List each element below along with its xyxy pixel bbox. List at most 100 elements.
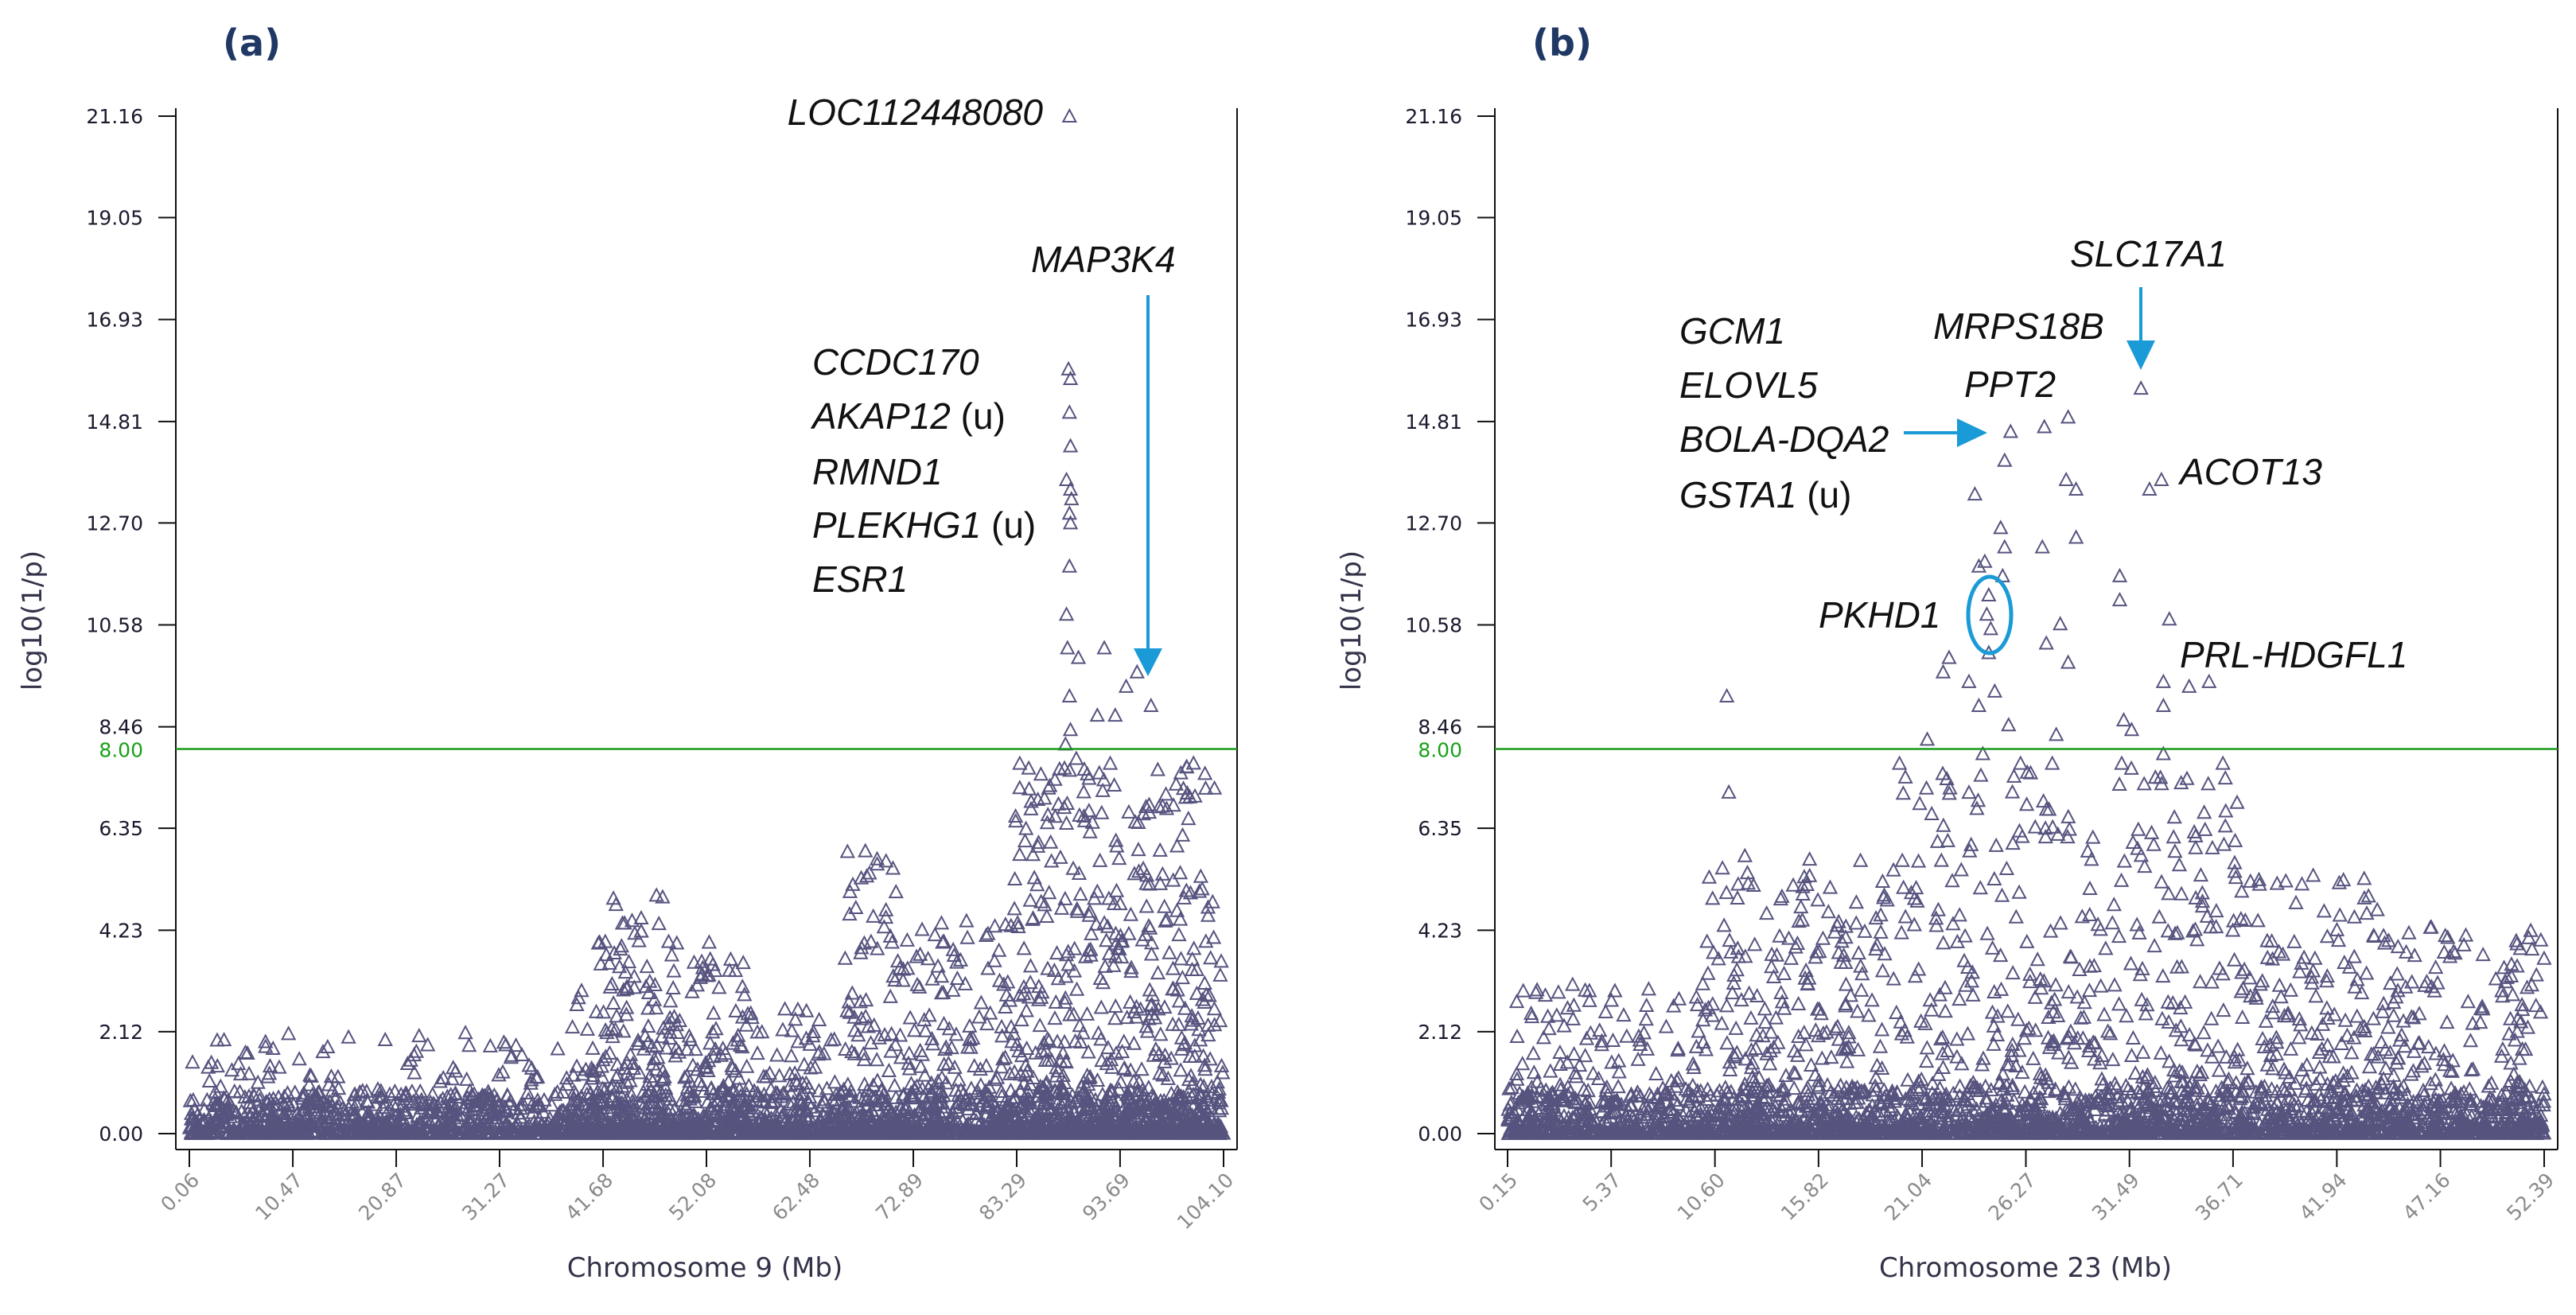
data-point <box>403 1052 418 1067</box>
data-point <box>1099 1113 1115 1128</box>
data-point <box>878 853 894 868</box>
data-point <box>1123 959 1139 975</box>
data-point <box>1171 1016 1187 1032</box>
data-point <box>938 1039 954 1054</box>
panel-label: (b) <box>1532 21 1592 64</box>
data-point <box>1111 1081 1127 1096</box>
data-point <box>1176 1037 1192 1052</box>
data-point <box>627 925 643 940</box>
data-point <box>1179 759 1195 774</box>
y-tick-label: 6.35 <box>99 817 143 840</box>
data-point <box>262 1058 278 1073</box>
data-point <box>971 1009 987 1024</box>
data-point <box>647 976 663 992</box>
data-point <box>842 906 858 921</box>
data-point <box>1021 989 1037 1004</box>
data-point <box>1022 974 1038 990</box>
data-point <box>448 1063 464 1078</box>
data-point <box>870 1072 885 1087</box>
data-point <box>912 1042 928 1057</box>
data-point <box>866 1017 882 1032</box>
data-point <box>955 1112 971 1127</box>
data-point <box>840 1076 856 1091</box>
data-point <box>373 1088 389 1104</box>
data-point <box>1169 902 1185 917</box>
data-point <box>1116 1125 1133 1140</box>
data-point <box>1106 776 1123 792</box>
data-point <box>1048 994 1064 1009</box>
data-point <box>1062 1006 1078 1021</box>
data-point <box>307 1118 323 1134</box>
data-point <box>906 1022 923 1037</box>
data-point <box>1097 958 1113 973</box>
data-point <box>1142 876 1158 891</box>
data-point <box>1081 942 1097 957</box>
data-point <box>711 979 727 994</box>
data-point <box>1061 762 1078 777</box>
data-point <box>2415 1082 2431 1097</box>
data-point <box>1176 1101 1193 1116</box>
data-point <box>883 1043 899 1058</box>
data-point <box>978 1083 994 1098</box>
data-point <box>472 1121 488 1136</box>
data-point <box>1064 1125 1080 1140</box>
data-point <box>328 1107 344 1122</box>
data-point <box>1181 1083 1197 1099</box>
data-point <box>618 1006 635 1021</box>
data-point <box>311 1084 327 1099</box>
data-point <box>1030 835 1047 850</box>
data-point <box>1205 929 1222 944</box>
data-point <box>874 1081 890 1096</box>
data-point <box>185 1091 201 1107</box>
data-point <box>895 972 911 987</box>
data-point <box>666 963 682 978</box>
data-point <box>1134 1087 1151 1102</box>
data-point <box>1038 1042 1054 1057</box>
data-point <box>1168 1125 1185 1140</box>
data-point <box>839 1112 855 1127</box>
data-point <box>756 1068 772 1084</box>
data-point <box>994 1028 1010 1043</box>
data-point <box>801 1079 817 1095</box>
data-point <box>251 1091 268 1107</box>
data-point <box>618 999 635 1014</box>
data-point <box>799 1002 815 1017</box>
data-point <box>372 1108 387 1124</box>
data-point <box>1206 780 1223 795</box>
data-point <box>856 1052 872 1067</box>
data-point <box>854 1010 870 1025</box>
data-point <box>844 985 860 1000</box>
data-point <box>1061 687 1077 702</box>
data-point <box>315 1043 331 1059</box>
data-point <box>991 942 1007 957</box>
data-point <box>724 1060 741 1076</box>
data-point <box>1018 1067 1033 1082</box>
data-point <box>435 1069 451 1085</box>
data-point <box>1010 918 1026 934</box>
data-point <box>837 950 854 965</box>
data-point <box>1020 1083 1036 1098</box>
data-point <box>1107 707 1123 722</box>
data-point <box>754 1024 770 1039</box>
data-point <box>737 986 753 1002</box>
data-point <box>846 1022 863 1037</box>
data-point <box>769 1047 785 1062</box>
data-point <box>1076 784 1091 799</box>
data-point <box>662 1024 678 1039</box>
data-point <box>1033 1125 1049 1140</box>
data-point <box>593 955 609 971</box>
data-point <box>979 1096 995 1111</box>
data-point <box>291 1051 307 1066</box>
data-point <box>857 1076 873 1091</box>
data-point <box>1050 796 1067 811</box>
data-point <box>608 1069 625 1084</box>
data-point <box>888 1037 904 1052</box>
data-point <box>325 1082 340 1097</box>
data-point <box>979 1016 995 1031</box>
data-point <box>1555 1091 1572 1107</box>
data-point <box>276 1088 293 1103</box>
data-point <box>904 1087 920 1103</box>
data-point <box>508 1037 524 1052</box>
data-point <box>912 1058 929 1073</box>
data-point <box>2227 1103 2243 1119</box>
